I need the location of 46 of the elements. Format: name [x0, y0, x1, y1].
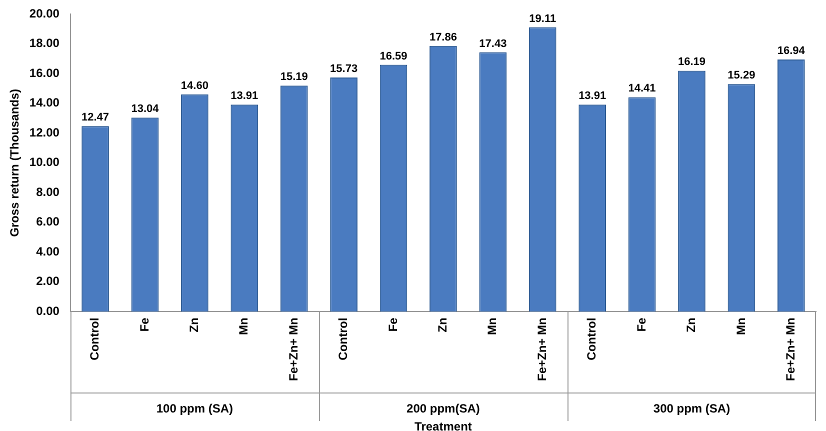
data-label: 19.11 — [529, 12, 556, 25]
data-label: 13.91 — [578, 90, 606, 102]
x-axis-title: Treatment — [414, 419, 472, 431]
x-tick-label: Mn — [485, 318, 500, 335]
x-tick-label: Mn — [236, 318, 251, 335]
data-label: 17.43 — [479, 38, 507, 50]
x-tick-label: Zn — [684, 318, 698, 332]
x-tick-label: Fe+Zn+ Mn — [534, 318, 549, 382]
y-tick-label: 8.00 — [36, 184, 60, 199]
y-tick-label: 20.00 — [29, 6, 60, 20]
x-tick-label: Control — [584, 318, 599, 360]
x-tick-label: Zn — [436, 318, 450, 332]
y-tick-label: 18.00 — [29, 36, 60, 50]
text: 200 ppm(SA) — [406, 401, 480, 416]
y-tick-label: 2.00 — [36, 274, 60, 288]
data-label: 14.41 — [628, 82, 656, 95]
data-label: 16.59 — [380, 50, 408, 62]
y-tick-label: 12.00 — [29, 125, 60, 140]
x-tick-label: Zn — [187, 318, 202, 332]
data-label: 13.04 — [131, 103, 160, 116]
data-label: 15.73 — [330, 63, 358, 76]
x-tick-label: Control — [336, 318, 350, 360]
x-tick-label: Fe+Zn+ Mn — [783, 318, 798, 382]
y-tick-label: 14.00 — [29, 96, 60, 110]
y-tick-label: 16.00 — [29, 66, 60, 80]
x-tick-label: Control — [88, 318, 102, 360]
data-label: 12.47 — [82, 112, 110, 124]
x-tick-label: Fe — [386, 317, 400, 332]
y-tick-label: 10.00 — [29, 155, 60, 170]
text: 300 ppm (SA) — [653, 401, 730, 416]
y-tick-label: 6.00 — [36, 214, 60, 229]
x-tick-label: Fe — [634, 317, 648, 332]
data-label: 17.86 — [429, 31, 457, 44]
x-tick-label: Mn — [734, 318, 748, 335]
data-label: 16.94 — [777, 45, 806, 58]
data-label: 16.19 — [678, 56, 706, 68]
data-label: 14.60 — [180, 80, 208, 92]
data-label: 15.29 — [728, 70, 756, 82]
text: 100 ppm (SA) — [156, 401, 234, 416]
data-label: 15.19 — [280, 71, 308, 84]
x-tick-label: Fe+Zn+ Mn — [286, 318, 300, 382]
x-tick-label: Fe — [137, 317, 152, 332]
y-tick-label: 0.00 — [36, 304, 60, 318]
y-tick-label: 4.00 — [36, 244, 60, 258]
y-axis-title: Gross return (Thousands) — [8, 88, 22, 237]
data-label: 13.91 — [230, 90, 258, 102]
